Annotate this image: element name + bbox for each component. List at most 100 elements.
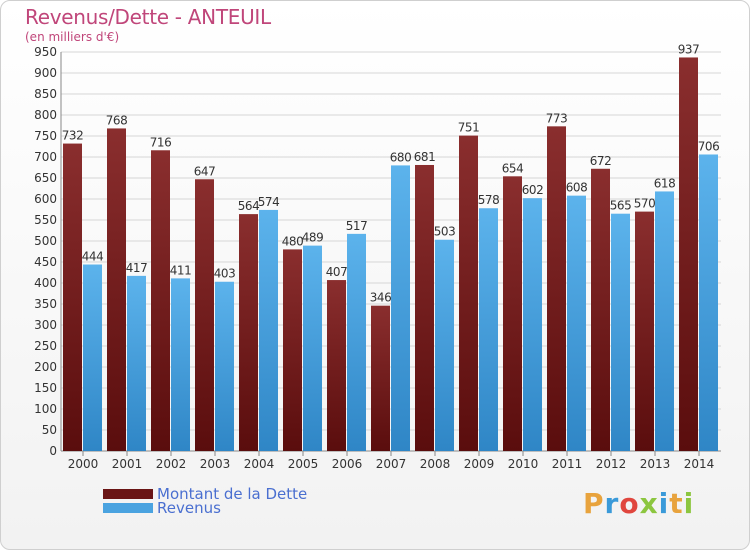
y-tick-label: 800 [34,108,57,122]
bar-montant-dette [415,164,434,452]
data-label: 716 [150,135,171,149]
bar-revenus [655,191,674,451]
bar-montant-dette [459,135,478,451]
data-label: 565 [610,199,631,213]
data-label: 480 [282,234,303,248]
logo-letter: i [683,487,695,520]
bar-revenus [171,278,190,451]
data-label: 937 [678,42,699,56]
legend-swatch-dette [103,489,153,499]
y-tick-label: 250 [34,339,57,353]
x-tick-label: 2000 [68,457,99,471]
y-tick-label: 50 [42,423,57,437]
bar-revenus [347,233,366,451]
bar-revenus [127,275,146,451]
data-label: 564 [238,199,259,213]
chart-title: Revenus/Dette - ANTEUIL [25,5,271,29]
data-label: 672 [590,154,611,168]
data-label: 346 [370,291,391,305]
data-label: 680 [390,150,411,164]
data-label: 489 [302,231,323,245]
bar-montant-dette [591,168,610,451]
y-tick-label: 700 [34,150,57,164]
y-tick-label: 150 [34,381,57,395]
bar-revenus [523,198,542,451]
y-tick-label: 950 [34,45,57,59]
x-tick-label: 2008 [420,457,451,471]
y-tick-label: 850 [34,87,57,101]
bar-revenus [479,208,498,451]
bar-revenus [83,264,102,451]
data-label: 773 [546,111,567,125]
y-tick-label: 500 [34,234,57,248]
bar-revenus [567,195,586,451]
y-tick-label: 100 [34,402,57,416]
bar-revenus [391,165,410,451]
bar-revenus [435,239,454,451]
bar-montant-dette [327,280,346,451]
x-tick-label: 2005 [288,457,319,471]
x-tick-label: 2003 [200,457,231,471]
y-tick-label: 550 [34,213,57,227]
x-tick-label: 2014 [684,457,715,471]
bar-revenus [699,154,718,452]
x-tick-label: 2010 [508,457,539,471]
x-tick-label: 2002 [156,457,187,471]
legend-swatch-revenus [103,503,153,513]
y-tick-label: 200 [34,360,57,374]
bar-revenus [611,213,630,451]
bar-montant-dette [239,214,258,451]
data-label: 517 [346,219,367,233]
proxiti-logo: Proxiti [583,487,694,520]
bar-revenus [215,281,234,451]
data-label: 618 [654,176,675,190]
x-tick-label: 2007 [376,457,407,471]
bar-montant-dette [107,128,126,451]
y-tick-label: 750 [34,129,57,143]
data-label: 647 [194,164,215,178]
data-label: 417 [126,261,147,275]
data-label: 732 [62,129,83,143]
x-tick-label: 2012 [596,457,627,471]
data-label: 681 [414,150,435,164]
data-label: 654 [502,161,523,175]
y-tick-label: 900 [34,66,57,80]
x-tick-label: 2004 [244,457,275,471]
y-tick-label: 450 [34,255,57,269]
bar-montant-dette [547,126,566,451]
logo-letter: o [619,487,640,520]
x-tick-label: 2001 [112,457,143,471]
y-tick-label: 600 [34,192,57,206]
logo-letter: x [639,487,659,520]
x-tick-label: 2013 [640,457,671,471]
bar-montant-dette [679,57,698,452]
y-tick-label: 350 [34,297,57,311]
y-tick-label: 0 [49,444,57,458]
bar-montant-dette [371,305,390,451]
bar-montant-dette [283,249,302,451]
y-tick-label: 650 [34,171,57,185]
data-label: 608 [566,181,587,195]
y-tick-label: 400 [34,276,57,290]
data-label: 403 [214,267,235,281]
logo-letter: i [658,487,670,520]
data-label: 570 [634,197,655,211]
data-label: 444 [82,250,103,264]
bar-revenus [303,245,322,451]
x-tick-label: 2011 [552,457,583,471]
data-label: 578 [478,193,499,207]
bar-montant-dette [635,211,654,451]
legend-label-dette: Montant de la Dette [157,485,307,503]
y-tick-label: 300 [34,318,57,332]
bar-revenus [259,209,278,451]
logo-letter: P [583,487,605,520]
bar-montant-dette [63,143,82,451]
data-label: 706 [698,139,719,153]
data-label: 503 [434,225,455,239]
logo-letter: t [669,487,684,520]
data-label: 407 [326,265,347,279]
bar-montant-dette [503,176,522,451]
data-label: 602 [522,183,543,197]
